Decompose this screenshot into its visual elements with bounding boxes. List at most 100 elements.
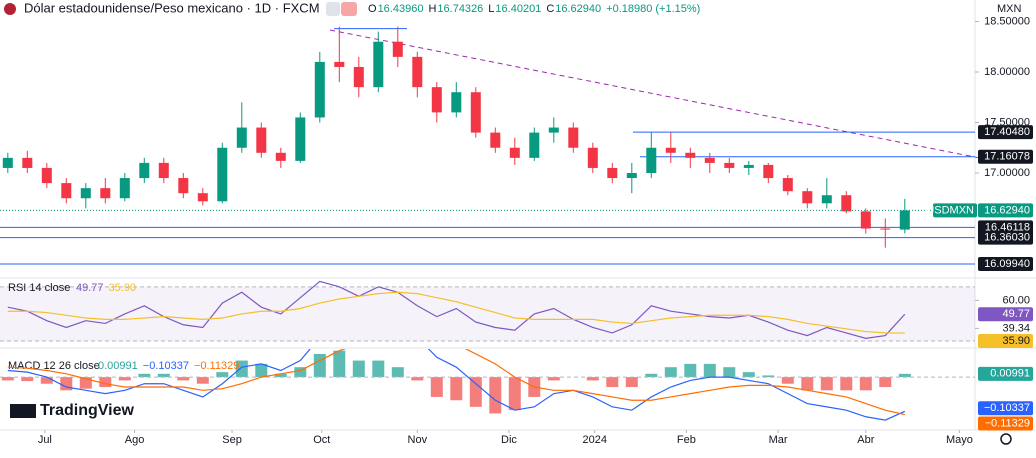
x-tick-label: Oct: [313, 434, 330, 446]
candle-body: [724, 162, 735, 168]
indicator-value: −0.10337: [984, 402, 1030, 414]
x-tick-label: Nov: [408, 434, 428, 446]
histogram-bar: [450, 377, 463, 401]
candle-body: [802, 191, 813, 204]
x-tick-label: Jul: [38, 434, 52, 446]
histogram-bar: [411, 377, 424, 381]
x-tick-label: Mayo: [946, 434, 973, 446]
level-label: 16.09940: [984, 258, 1030, 270]
histogram-bar: [196, 377, 209, 384]
ohlc-key: C: [546, 3, 554, 15]
indicator-value-bg: [978, 416, 1033, 431]
legend-value: −0.11329: [194, 360, 239, 372]
histogram-bar: [118, 377, 131, 381]
indicator-value-bg: [978, 334, 1033, 349]
histogram-bar: [879, 377, 892, 388]
indicator-line: [7, 291, 905, 334]
histogram-bar: [820, 377, 833, 391]
last-price-label-bg: [978, 203, 1033, 218]
candle-body: [295, 117, 306, 161]
histogram-bar: [294, 367, 307, 378]
indicator-title: RSI 14 close: [8, 282, 70, 294]
settings-icon[interactable]: [1000, 433, 1012, 445]
candle-body: [821, 195, 832, 204]
symbol-title: Dólar estadounidense/Peso mexicano · 1D …: [24, 0, 320, 15]
histogram-bar: [157, 373, 170, 378]
indicator-title: MACD 12 26 close: [8, 360, 100, 372]
histogram-bar: [313, 353, 326, 378]
ohlc-key: H: [428, 3, 436, 15]
x-tick-label: Ago: [125, 434, 145, 446]
histogram-bar: [79, 377, 92, 389]
candle-body: [119, 178, 130, 199]
candle-body: [158, 162, 169, 179]
candle-body: [451, 92, 462, 113]
candle-body: [568, 127, 579, 148]
indicator-value: −0.11329: [985, 417, 1030, 429]
last-price-label: 16.62940: [984, 204, 1030, 216]
x-tick-label: Abr: [857, 434, 874, 446]
candle-body: [470, 92, 481, 133]
histogram-bar: [586, 377, 599, 381]
candle-body: [139, 162, 150, 179]
histogram-bar: [352, 360, 365, 378]
candle-body: [626, 172, 637, 179]
ohlc-readout: O 16.43960 H 16.74326 L 16.40201 C 16.62940 +0.1…: [368, 3, 700, 15]
candle-body: [529, 132, 540, 158]
candle-body: [782, 178, 793, 192]
level-label-bg: [978, 149, 1033, 164]
candles: [0, 26, 975, 265]
candle-body: [392, 41, 403, 57]
candle-body: [373, 41, 384, 88]
level-label: 16.36030: [984, 232, 1030, 244]
histogram-bar: [645, 373, 658, 378]
candle-body: [548, 127, 559, 133]
x-tick-label: Mar: [769, 434, 788, 446]
candle-body: [607, 167, 618, 179]
indicator-value: 0.00991: [990, 368, 1030, 380]
y-tick-label: 60.00: [1002, 294, 1030, 306]
compare-button[interactable]: [341, 2, 357, 16]
histogram-bar: [255, 363, 268, 378]
indicator-value-bg: [978, 307, 1033, 322]
y-tick-label: 18.00000: [984, 66, 1030, 78]
candle-body: [490, 132, 501, 148]
indicator-line: [7, 349, 905, 416]
histogram-bar: [489, 377, 502, 414]
indicator-line: [7, 280, 906, 339]
x-tick-label: 2024: [583, 434, 607, 446]
histogram-bar: [840, 377, 853, 391]
candle-body: [431, 87, 442, 113]
candle-body: [100, 188, 111, 199]
ohlc-value: 16.43960: [378, 3, 424, 15]
candle-body: [178, 178, 189, 194]
candle-body: [509, 147, 520, 158]
candle-body: [2, 157, 13, 168]
ohlc-change: +0.18980 (+1.15%): [606, 3, 700, 15]
candle-body: [353, 66, 364, 88]
histogram-bar: [801, 377, 814, 391]
candle-body: [685, 152, 696, 158]
indicator-value-bg: [978, 401, 1033, 416]
histogram-bar: [372, 360, 385, 378]
histogram-bar: [235, 360, 248, 378]
candle-body: [217, 147, 228, 202]
symbol-tag-bg: [933, 203, 977, 218]
candle-body: [860, 211, 871, 229]
candle-body: [412, 56, 423, 88]
currency[interactable]: MXN: [997, 3, 1022, 15]
histogram-bar: [762, 375, 775, 378]
histogram-bar: [274, 373, 287, 378]
histogram-bar: [177, 377, 190, 381]
y-tick-label: 17.00000: [984, 167, 1030, 179]
histogram-bar: [625, 377, 638, 388]
hide-button[interactable]: [326, 2, 340, 16]
legend-value: −0.10337: [143, 360, 189, 372]
rsi-band: [0, 286, 975, 342]
level-label: 17.16078: [984, 151, 1030, 163]
ohlc-value: 16.40201: [495, 3, 541, 15]
candle-body: [646, 147, 657, 173]
candle-body: [763, 164, 774, 179]
